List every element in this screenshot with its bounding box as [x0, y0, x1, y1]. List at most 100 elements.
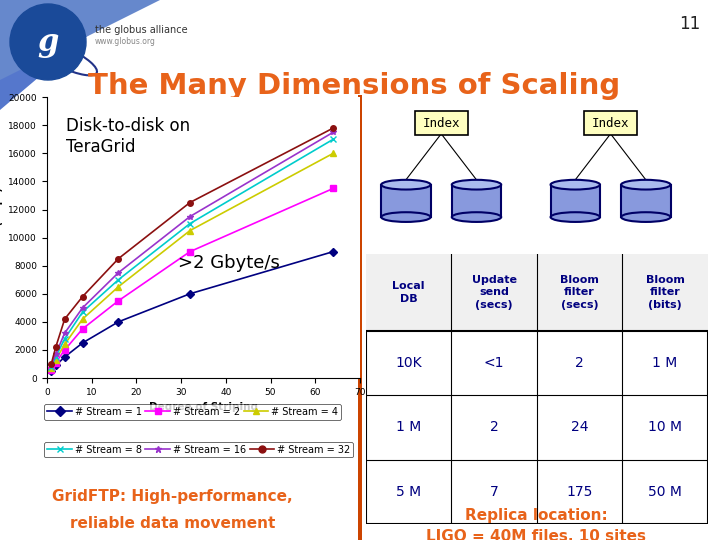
Text: Disk-to-disk on
TeraGrid: Disk-to-disk on TeraGrid: [66, 117, 189, 156]
Polygon shape: [0, 0, 130, 110]
# Stream = 16: [329, 129, 338, 136]
Line: # Stream = 2: # Stream = 2: [48, 186, 336, 373]
Text: Bloom
filter
(secs): Bloom filter (secs): [560, 275, 599, 310]
# Stream = 2: [60, 347, 69, 353]
Ellipse shape: [621, 180, 670, 190]
# Stream = 16: [51, 351, 60, 357]
Text: 7: 7: [490, 485, 498, 498]
# Stream = 32: [114, 255, 122, 262]
# Stream = 16: [47, 362, 55, 369]
Line: # Stream = 1: # Stream = 1: [48, 249, 336, 374]
Ellipse shape: [452, 212, 501, 222]
Ellipse shape: [621, 212, 670, 222]
Text: 10 M: 10 M: [648, 420, 682, 434]
Bar: [551, 185, 600, 217]
# Stream = 4: [114, 284, 122, 290]
Text: the globus alliance: the globus alliance: [95, 25, 188, 35]
Text: 10K: 10K: [395, 356, 422, 370]
# Stream = 4: [329, 150, 338, 157]
# Stream = 4: [186, 227, 194, 234]
X-axis label: Degree of Striping: Degree of Striping: [149, 402, 258, 412]
# Stream = 32: [47, 361, 55, 367]
# Stream = 4: [78, 316, 87, 322]
Text: Bloom
filter
(bits): Bloom filter (bits): [646, 275, 685, 310]
Text: 11: 11: [679, 15, 700, 33]
# Stream = 16: [114, 269, 122, 276]
# Stream = 1: [47, 368, 55, 374]
# Stream = 32: [51, 344, 60, 350]
Text: 175: 175: [567, 485, 593, 498]
Text: 2: 2: [490, 420, 498, 434]
Ellipse shape: [382, 180, 431, 190]
Text: The Many Dimensions of Scaling: The Many Dimensions of Scaling: [88, 72, 620, 100]
Bar: [366, 254, 708, 331]
# Stream = 1: [329, 248, 338, 255]
Text: Index: Index: [423, 117, 460, 130]
Line: # Stream = 32: # Stream = 32: [48, 125, 336, 367]
Bar: [621, 185, 670, 217]
Text: GridFTP: High-performance,: GridFTP: High-performance,: [53, 489, 293, 504]
# Stream = 1: [78, 340, 87, 346]
Ellipse shape: [551, 212, 600, 222]
Line: # Stream = 8: # Stream = 8: [48, 137, 336, 369]
Text: >2 Gbyte/s: >2 Gbyte/s: [179, 254, 280, 273]
# Stream = 16: [78, 305, 87, 311]
Ellipse shape: [452, 180, 501, 190]
Text: 1 M: 1 M: [396, 420, 421, 434]
Ellipse shape: [551, 180, 600, 190]
Text: <1: <1: [484, 356, 504, 370]
# Stream = 16: [60, 330, 69, 336]
# Stream = 4: [60, 341, 69, 348]
Text: 2: 2: [575, 356, 584, 370]
Line: # Stream = 16: # Stream = 16: [48, 130, 336, 368]
# Stream = 1: [51, 362, 60, 369]
# Stream = 2: [47, 366, 55, 373]
Text: 5 M: 5 M: [396, 485, 421, 498]
# Stream = 4: [47, 365, 55, 372]
# Stream = 1: [60, 354, 69, 360]
Bar: [382, 185, 431, 217]
# Stream = 8: [47, 363, 55, 370]
# Stream = 8: [186, 220, 194, 227]
# Stream = 8: [51, 354, 60, 360]
Y-axis label: Bandwidth (Mbps): Bandwidth (Mbps): [0, 187, 3, 288]
# Stream = 2: [51, 359, 60, 366]
# Stream = 32: [186, 199, 194, 206]
# Stream = 4: [51, 356, 60, 363]
Text: Update
send
(secs): Update send (secs): [472, 275, 516, 310]
# Stream = 2: [186, 248, 194, 255]
# Stream = 32: [78, 293, 87, 300]
Text: 50 M: 50 M: [648, 485, 682, 498]
Legend: # Stream = 1, # Stream = 2, # Stream = 4: # Stream = 1, # Stream = 2, # Stream = 4: [45, 404, 341, 420]
Text: www.globus.org: www.globus.org: [95, 37, 156, 46]
# Stream = 16: [186, 213, 194, 220]
# Stream = 2: [78, 326, 87, 332]
# Stream = 8: [329, 136, 338, 143]
Line: # Stream = 4: # Stream = 4: [48, 151, 336, 371]
Text: Local
DB: Local DB: [392, 281, 425, 303]
Text: 24: 24: [571, 420, 588, 434]
# Stream = 2: [114, 298, 122, 304]
# Stream = 1: [114, 319, 122, 325]
Circle shape: [10, 4, 86, 80]
# Stream = 32: [60, 316, 69, 322]
Text: reliable data movement: reliable data movement: [70, 516, 276, 531]
# Stream = 32: [329, 125, 338, 131]
FancyBboxPatch shape: [415, 111, 468, 135]
Bar: [358, 95, 362, 540]
Legend: # Stream = 8, # Stream = 16, # Stream = 32: # Stream = 8, # Stream = 16, # Stream = …: [45, 442, 353, 457]
Text: 1 M: 1 M: [652, 356, 678, 370]
Text: LIGO = 40M files, 10 sites: LIGO = 40M files, 10 sites: [426, 529, 647, 540]
Bar: [452, 185, 501, 217]
# Stream = 8: [78, 309, 87, 315]
FancyBboxPatch shape: [584, 111, 637, 135]
# Stream = 8: [114, 276, 122, 283]
Polygon shape: [0, 0, 160, 80]
Text: g: g: [37, 26, 59, 57]
Text: Replica location:: Replica location:: [465, 508, 608, 523]
Ellipse shape: [382, 212, 431, 222]
# Stream = 1: [186, 291, 194, 297]
# Stream = 2: [329, 185, 338, 192]
Text: Index: Index: [592, 117, 629, 130]
# Stream = 8: [60, 335, 69, 342]
